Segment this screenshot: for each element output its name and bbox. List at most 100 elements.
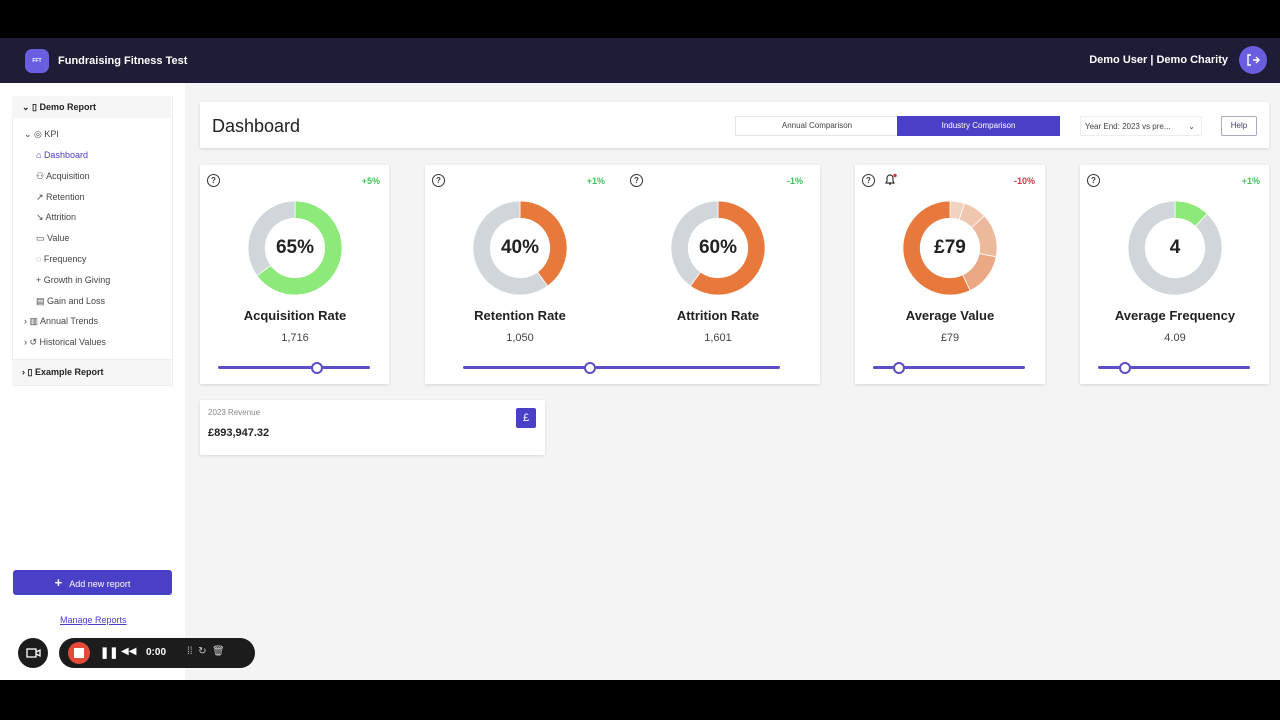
- nav-item[interactable]: ◌ Frequency: [36, 254, 87, 264]
- logout-button[interactable]: [1239, 46, 1267, 74]
- slider-knob[interactable]: [893, 362, 905, 374]
- add-report-button[interactable]: + Add new report: [13, 570, 172, 595]
- kpi-group[interactable]: ⌄ ◎ KPI: [24, 129, 59, 139]
- help-icon[interactable]: ?: [630, 174, 643, 187]
- kpi-card: ? -10% £79 Average Value £79: [855, 165, 1045, 384]
- metric-count: 1,601: [704, 332, 732, 344]
- donut: [902, 200, 998, 296]
- nav-item-label: Growth in Giving: [43, 274, 111, 285]
- nav-folder-label: Annual Trends: [40, 316, 99, 326]
- help-button[interactable]: Help: [1221, 116, 1257, 136]
- report-row[interactable]: [12, 96, 171, 118]
- sidebar: ⌄ ▯ Demo Report ⌄ ◎ KPI › ▯ Example Repo…: [0, 83, 185, 680]
- nav-folder-label: Historical Values: [39, 337, 106, 347]
- app-title: Fundraising Fitness Test: [58, 55, 188, 67]
- manage-reports-link[interactable]: Manage Reports: [60, 615, 127, 625]
- year-select[interactable]: Year End: 2023 vs pre... ⌄: [1080, 116, 1202, 136]
- nav-item[interactable]: ↘ Attrition: [36, 212, 77, 223]
- nav-item[interactable]: ↗ Retention: [36, 191, 85, 202]
- nav-item[interactable]: ▭ Value: [36, 233, 70, 244]
- change-label: +5%: [361, 176, 380, 186]
- recorder-tools[interactable]: ⁞⁞ ↻ 🗑: [187, 646, 225, 657]
- report-name[interactable]: ⌄ ▯ Demo Report: [22, 102, 97, 112]
- kpi-card: ? +1% 40% Retention Rate 1,050? -1% 60% Attriti…: [425, 165, 820, 384]
- donut-segment: [902, 200, 971, 296]
- donut-center-label: 60%: [698, 237, 738, 258]
- donut-segment: [670, 200, 719, 287]
- nav-item-label: Value: [47, 233, 70, 244]
- nav-item[interactable]: ⚇ Acquisition: [36, 170, 90, 181]
- example-row[interactable]: [12, 359, 171, 385]
- header: FFT Fundraising Fitness Test Demo User |…: [0, 38, 1280, 83]
- nav-item-label: Retention: [46, 191, 85, 202]
- logo[interactable]: FFT: [25, 49, 49, 73]
- recorder-bar: ❚❚ ◀◀ 0:00 ⁞⁞ ↻ 🗑: [59, 638, 255, 668]
- help-icon[interactable]: ?: [862, 174, 875, 187]
- page-title: Dashboard: [212, 116, 301, 136]
- year-select-label: Year End: 2023 vs pre...: [1085, 122, 1171, 131]
- metric-count: 4.09: [1164, 332, 1186, 344]
- donut-segment: [689, 200, 766, 296]
- metric-count: 1,050: [506, 332, 534, 344]
- donut-center-label: 40%: [500, 237, 540, 258]
- metric: ? +5% 65% Acquisition Rate 1,716: [200, 165, 390, 385]
- nav-item-label: Frequency: [43, 254, 87, 264]
- slider-knob[interactable]: [1119, 362, 1131, 374]
- stop-button[interactable]: [68, 642, 90, 664]
- logout-icon: [1247, 54, 1260, 66]
- bell-icon[interactable]: [883, 173, 897, 187]
- help-icon[interactable]: ?: [207, 174, 220, 187]
- donut-segment: [472, 200, 549, 296]
- change-label: -10%: [1013, 176, 1035, 186]
- kpi-card: ? +5% 65% Acquisition Rate 1,716: [200, 165, 389, 384]
- donut-center-label: 4: [1169, 237, 1181, 258]
- metric: ? +1% 4 Average Frequency 4.09: [1080, 165, 1270, 385]
- camera-button[interactable]: [18, 638, 48, 668]
- kpi-card: ? +1% 4 Average Frequency 4.09: [1080, 165, 1269, 384]
- revenue-value: £893,947.32: [208, 427, 270, 439]
- bottom-bar: [0, 680, 1280, 720]
- donut: [670, 200, 766, 296]
- example-report[interactable]: › ▯ Example Report: [22, 367, 104, 377]
- change-label: -1%: [786, 176, 803, 186]
- tab-active[interactable]: Industry Comparison: [897, 116, 1060, 136]
- nav-item[interactable]: + Growth in Giving: [36, 274, 111, 285]
- add-report-label: Add new report: [69, 579, 131, 589]
- metric: ? -10% £79 Average Value £79: [855, 165, 1045, 385]
- nav-item[interactable]: ▤ Gain and Loss: [36, 295, 106, 306]
- nav-folder[interactable]: › ▥ Annual Trends: [24, 316, 99, 326]
- timer: 0:00: [146, 647, 167, 658]
- metric-count: £79: [940, 332, 960, 344]
- report-label: Demo Report: [39, 102, 97, 112]
- metric-title: Average Frequency: [1114, 308, 1236, 323]
- example-label: Example Report: [34, 367, 104, 377]
- slider-knob[interactable]: [311, 362, 323, 374]
- metric-count: 1,716: [281, 332, 309, 344]
- nav-item-label: Acquisition: [46, 170, 90, 181]
- help-icon[interactable]: ?: [432, 174, 445, 187]
- donut-segment: [256, 200, 343, 296]
- user-name[interactable]: Demo User | Demo Charity: [1089, 54, 1228, 66]
- slider-knob[interactable]: [584, 362, 596, 374]
- help-icon[interactable]: ?: [1087, 174, 1100, 187]
- metric-title: Average Value: [905, 308, 995, 323]
- nav-item[interactable]: ⌂ Dashboard: [36, 150, 88, 160]
- nav-folder[interactable]: › ↺ Historical Values: [24, 337, 106, 347]
- donut-segment: [1127, 200, 1223, 296]
- currency-icon: £: [516, 408, 536, 428]
- donut: [1127, 200, 1223, 296]
- slider-track[interactable]: [873, 366, 1025, 369]
- slider-track[interactable]: [1098, 366, 1250, 369]
- group-label: KPI: [44, 129, 59, 139]
- nav-item-label: Dashboard: [43, 150, 88, 160]
- change-label: +1%: [586, 176, 605, 186]
- slider-track[interactable]: [463, 366, 780, 369]
- revenue-label: 2023 Revenue: [208, 408, 261, 417]
- metric-title: Attrition Rate: [676, 308, 760, 323]
- slider-track[interactable]: [218, 366, 370, 369]
- change-label: +1%: [1241, 176, 1260, 186]
- tab[interactable]: Annual Comparison: [735, 116, 899, 136]
- pause-button[interactable]: ❚❚: [100, 647, 119, 659]
- rewind-button[interactable]: ◀◀: [121, 646, 137, 657]
